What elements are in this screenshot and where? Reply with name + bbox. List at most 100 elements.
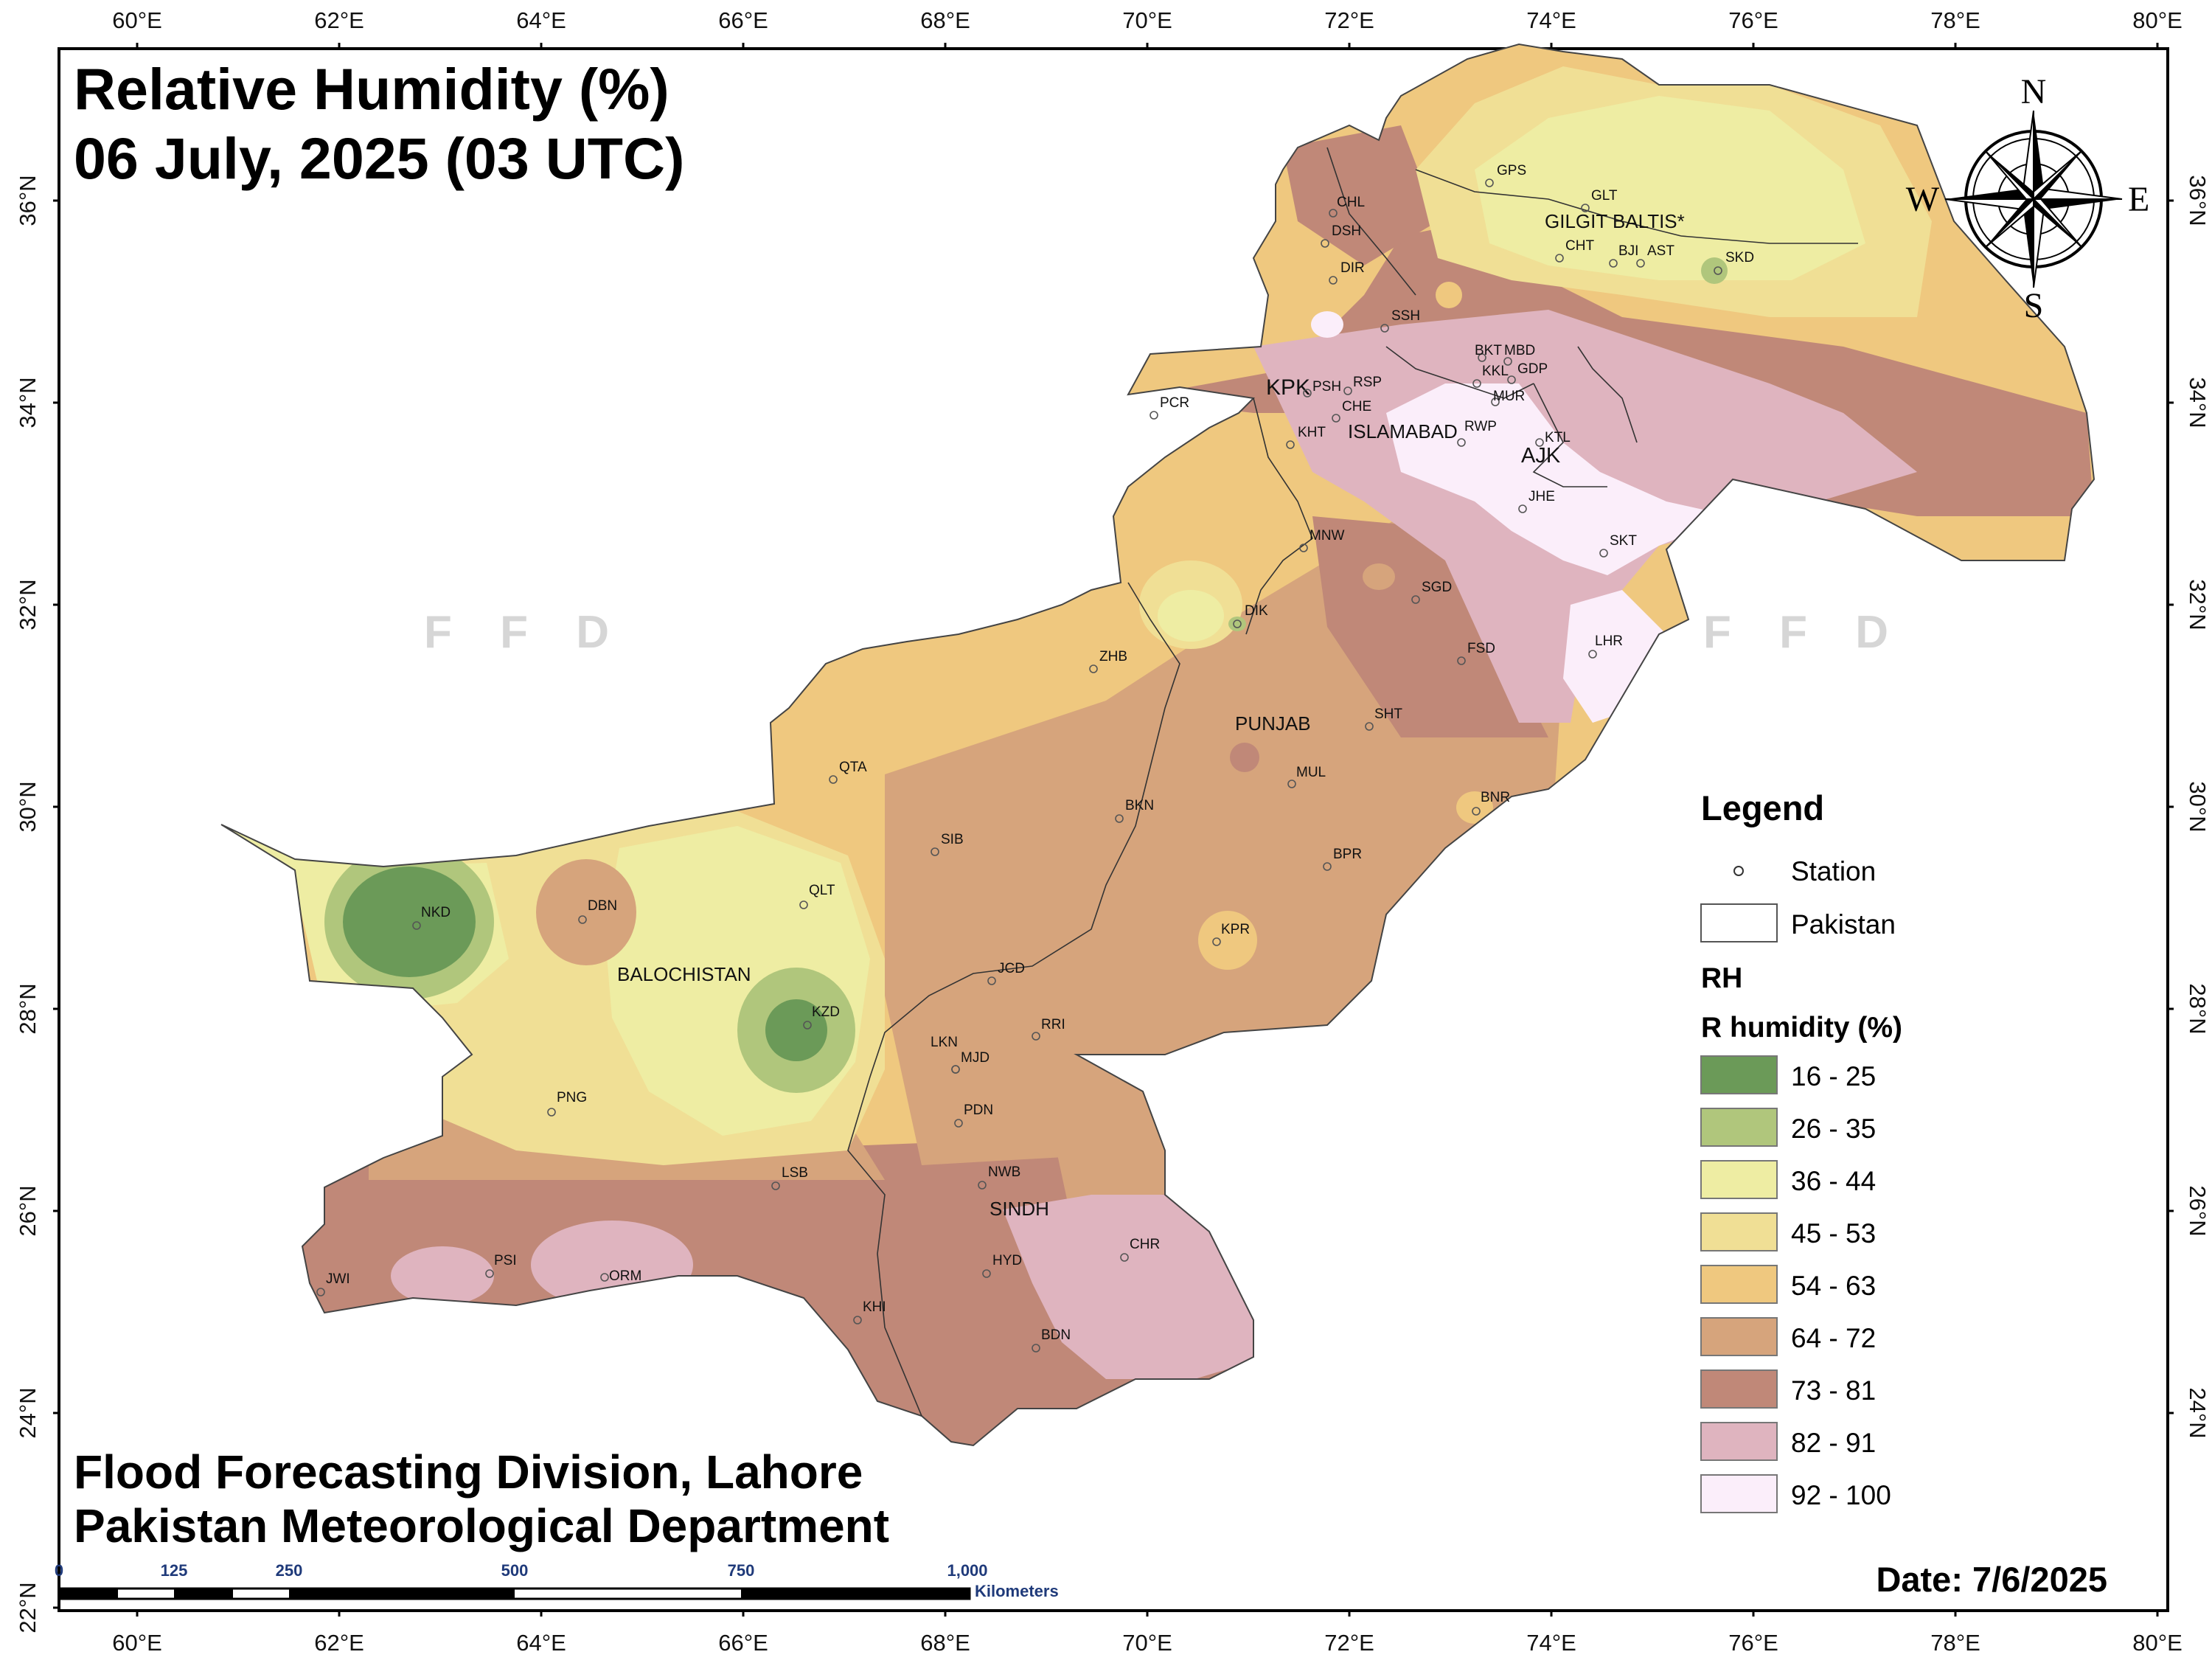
y-tick-label: 28°N (15, 983, 41, 1034)
compass-w: W (1906, 180, 1940, 219)
y-tick-label: 34°N (2185, 377, 2211, 428)
station-label: SHT (1374, 706, 1402, 722)
station-label: AST (1647, 243, 1674, 259)
station: MUR (1491, 389, 1525, 406)
station: LSB (771, 1165, 808, 1190)
station-label: PSH (1312, 379, 1341, 395)
station-label: MJD (961, 1050, 990, 1066)
x-tick-label: 60°E (112, 7, 162, 33)
station-label: KZD (812, 1004, 840, 1020)
station-label: DBN (588, 898, 617, 914)
station: DBN (578, 898, 617, 924)
y-tick-label: 30°N (15, 781, 41, 832)
x-tick-label: 78°E (1930, 7, 1980, 33)
y-tick-label: 22°N (15, 1582, 41, 1633)
station: BNR (1472, 790, 1510, 816)
region-label: ISLAMABAD (1348, 420, 1458, 442)
station: NKD (412, 905, 451, 930)
station: KHI (853, 1299, 886, 1325)
scale-tick: 1,000 (947, 1561, 987, 1580)
y-tick-label: 36°N (2185, 175, 2211, 226)
station-label: LSB (782, 1165, 808, 1181)
map-title-line1: Relative Humidity (%) (74, 56, 669, 122)
station: ZHB (1089, 649, 1127, 673)
x-tick-label: 68°E (920, 7, 970, 33)
station: SGD (1411, 580, 1452, 604)
scale-unit: Kilometers (975, 1582, 1059, 1600)
y-tick-label: 28°N (2185, 983, 2211, 1034)
credit-line2: Pakistan Meteorological Department (74, 1499, 889, 1552)
station-label: BKN (1125, 798, 1154, 813)
station-label: SGD (1422, 580, 1452, 595)
region-labels: GILGIT BALTIS* KPK ISLAMABAD AJK PUNJAB … (617, 210, 1685, 1220)
legend-swatch (1700, 1108, 1778, 1147)
compass-e: E (2128, 180, 2149, 219)
stations: GPS GLT CHT BJI AST SKD CHL DSH DIR SSH … (316, 163, 1754, 1353)
x-tick-label: 74°E (1526, 7, 1576, 33)
station-label: FSD (1467, 641, 1495, 656)
station: DIR (1329, 260, 1365, 285)
station: QLT (799, 883, 835, 909)
station-label: RSP (1353, 375, 1382, 390)
station-label: RRI (1041, 1017, 1065, 1032)
legend-swatch (1700, 1317, 1778, 1356)
station-label: GDP (1517, 361, 1548, 377)
station: MBD (1503, 343, 1535, 366)
station: GDP (1507, 361, 1548, 384)
station-label: KKL (1482, 364, 1509, 379)
station: QTA (829, 760, 867, 784)
legend-title: Legend (1701, 788, 1824, 827)
legend-classes: 16 - 25 26 - 35 36 - 44 45 - 53 54 - 63 64 - … (1700, 1055, 1891, 1513)
station-label: KHI (863, 1299, 886, 1315)
station: RSP (1343, 375, 1382, 395)
station: CHR (1120, 1237, 1160, 1262)
station-label: CHT (1565, 238, 1594, 254)
scale-tick: 750 (728, 1561, 755, 1580)
station: KTL (1535, 430, 1571, 447)
station-label: BNR (1481, 790, 1510, 805)
legend-class-label: 36 - 44 (1791, 1166, 1876, 1196)
map-title-line2: 06 July, 2025 (03 UTC) (74, 125, 684, 191)
y-tick-label: 24°N (15, 1387, 41, 1438)
y-tick-label: 30°N (2185, 781, 2211, 832)
station-label: LHR (1595, 633, 1623, 649)
station: BKT (1475, 343, 1502, 362)
station: BDN (1032, 1327, 1071, 1353)
station: MJD (951, 1050, 990, 1074)
station: RWP (1457, 419, 1497, 447)
station-label: SSH (1391, 308, 1420, 324)
station-label: PDN (964, 1103, 993, 1118)
x-tick-label: 62°E (314, 7, 364, 33)
scale-tick: 250 (276, 1561, 303, 1580)
station: DSH (1321, 223, 1361, 248)
station-label: BPR (1333, 847, 1362, 862)
y-tick-label: 32°N (15, 579, 41, 630)
x-tick-label: 76°E (1728, 7, 1778, 33)
x-tick-label: 64°E (516, 7, 566, 33)
legend: Legend Station Pakistan RH R humidity (%… (1700, 788, 1902, 1044)
humidity-surface (221, 44, 2094, 1445)
station: KPR (1212, 922, 1250, 946)
legend-class-label: 26 - 35 (1791, 1114, 1876, 1144)
legend-rh-label: RH (1701, 962, 1742, 994)
x-tick-label: 74°E (1526, 1630, 1576, 1656)
station: KZD (803, 1004, 840, 1030)
station: LHR (1588, 633, 1623, 659)
station-label: QLT (809, 883, 835, 898)
station-label: GPS (1497, 163, 1526, 178)
y-tick-labels-right: 36°N 34°N 32°N 30°N 28°N 26°N 24°N (2185, 175, 2211, 1438)
legend-station-label: Station (1791, 856, 1876, 886)
y-tick-label: 32°N (2185, 579, 2211, 630)
station: NWB (978, 1164, 1020, 1190)
station-label: LKN (931, 1035, 958, 1050)
credit-line1: Flood Forecasting Division, Lahore (74, 1445, 863, 1499)
station: BJI (1609, 243, 1638, 268)
station: SKT (1599, 533, 1637, 558)
station: FSD (1457, 641, 1495, 665)
scale-tick: 0 (55, 1561, 63, 1580)
x-tick-label: 68°E (920, 1630, 970, 1656)
station-label: SIB (941, 832, 964, 847)
station-label: HYD (992, 1253, 1022, 1268)
